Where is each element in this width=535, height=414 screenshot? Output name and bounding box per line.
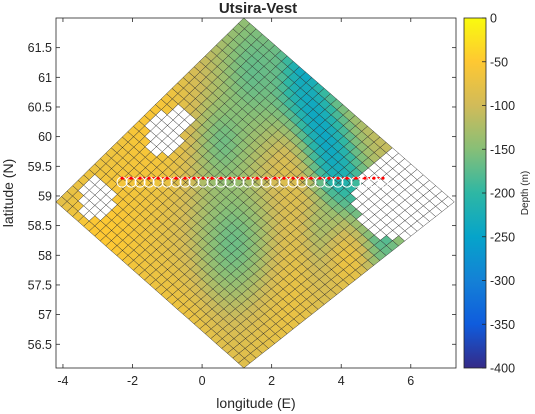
y-axis-ticks: 56.5 57 57.5 58 58.5 59 59.5 60 60.5 61 61.5: [28, 41, 456, 352]
transect-point: [201, 176, 205, 180]
transect-point: [183, 176, 187, 180]
transect-point: [381, 176, 385, 180]
x-tick-label: 4: [338, 374, 345, 388]
plot-area: [55, 17, 457, 369]
transect-point: [309, 176, 313, 180]
chart-title: Utsira-Vest: [219, 0, 297, 17]
transect-point: [219, 176, 223, 180]
y-tick-label: 60: [38, 130, 52, 144]
transect-point: [345, 176, 349, 180]
x-tick-label: 6: [407, 374, 414, 388]
y-tick-label: 60.5: [28, 100, 52, 114]
transect-point: [363, 176, 367, 180]
plot-frame: [55, 17, 457, 369]
transect-point: [210, 176, 214, 180]
x-tick-label: -2: [127, 374, 138, 388]
grid-cell: [441, 196, 455, 208]
colorbar-tick-label: -100: [490, 99, 515, 113]
y-tick-label: 61: [38, 71, 52, 85]
transect-point: [246, 176, 250, 180]
y-tick-label: 58: [38, 249, 52, 263]
transect-point: [318, 176, 322, 180]
colorbar-tick-label: 0: [490, 12, 497, 26]
colorbar: 0 -50 -100 -150 -200 -250 -300 -350 -400 Depth (…: [463, 12, 531, 376]
transect-point: [255, 176, 259, 180]
colorbar-tick-label: -400: [490, 362, 515, 376]
colorbar-tick-label: -150: [490, 143, 515, 157]
transect-point: [138, 176, 142, 180]
colorbar-ticks: 0 -50 -100 -150 -200 -250 -300 -350 -400: [482, 12, 515, 376]
y-tick-label: 57: [38, 308, 52, 322]
colorbar-tick-label: -350: [490, 318, 515, 332]
y-tick-label: 57.5: [28, 278, 52, 292]
transect-point: [327, 176, 331, 180]
transect-point: [120, 176, 124, 180]
x-axis-ticks: -4 -2 0 2 4 6: [57, 18, 414, 388]
transect-point: [264, 176, 268, 180]
transect-point: [156, 176, 160, 180]
transect-point: [165, 176, 169, 180]
y-tick-label: 61.5: [28, 41, 52, 55]
transect-point: [282, 176, 286, 180]
transect-point: [336, 176, 340, 180]
transect-point: [372, 176, 376, 180]
transect-point: [354, 176, 358, 180]
colorbar-label: Depth (m): [520, 171, 531, 215]
transect-point: [147, 176, 151, 180]
y-tick-label: 56.5: [28, 338, 52, 352]
transect-point: [129, 176, 133, 180]
transect-point: [300, 176, 304, 180]
colorbar-tick-label: -200: [490, 187, 515, 201]
x-tick-label: 0: [199, 374, 206, 388]
y-tick-label: 59: [38, 189, 52, 203]
transect-point: [228, 176, 232, 180]
transect-point: [174, 176, 178, 180]
transect-point: [192, 176, 196, 180]
x-tick-label: 2: [268, 374, 275, 388]
y-tick-label: 59.5: [28, 160, 52, 174]
colorbar-tick-label: -300: [490, 274, 515, 288]
depth-grid-cells: [55, 17, 455, 369]
transect-point: [237, 176, 241, 180]
y-axis-label: latitude (N): [0, 159, 16, 227]
y-tick-label: 58.5: [28, 219, 52, 233]
x-tick-label: -4: [57, 374, 68, 388]
transect-point: [273, 176, 277, 180]
colorbar-tick-label: -50: [490, 55, 508, 69]
transect-line: [116, 176, 389, 188]
transect-point: [291, 176, 295, 180]
x-axis-label: longitude (E): [216, 395, 295, 411]
colorbar-tick-label: -250: [490, 230, 515, 244]
